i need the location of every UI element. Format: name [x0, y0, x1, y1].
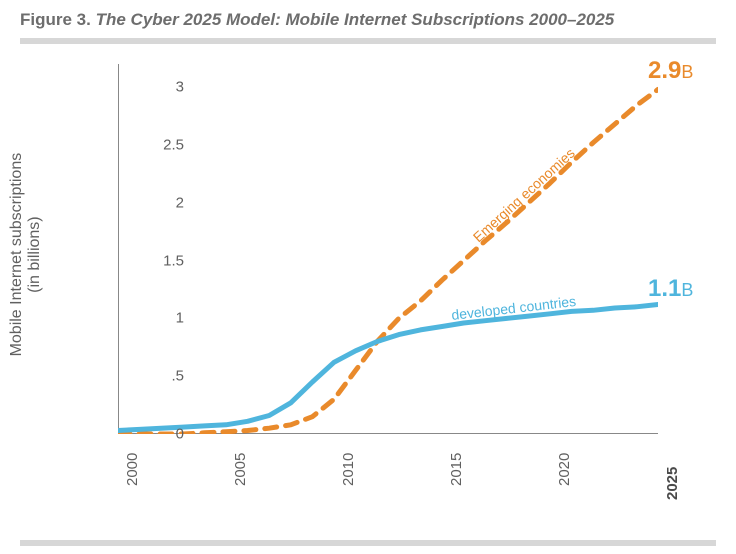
y-axis-label: Mobile Internet subscriptions (in billio…: [14, 90, 38, 420]
divider-top: [20, 38, 716, 44]
x-tick-label: 2025: [664, 467, 681, 500]
x-tick-label: 2015: [448, 453, 465, 486]
divider-bottom: [20, 540, 716, 546]
end-value-developed: 1.1: [648, 275, 681, 302]
y-tick-label: .5: [144, 368, 184, 385]
end-label-developed: 1.1B: [648, 275, 693, 303]
end-unit-emerging: B: [681, 62, 693, 82]
end-unit-developed: B: [681, 280, 693, 300]
y-tick-label: 2.5: [144, 136, 184, 153]
y-axis-label-line2: (in billions): [26, 217, 43, 293]
figure-container: Figure 3. The Cyber 2025 Model: Mobile I…: [0, 0, 736, 554]
x-tick-label: 2010: [340, 453, 357, 486]
chart-plot: [118, 64, 658, 434]
y-tick-label: 1: [144, 310, 184, 327]
figure-title: Figure 3. The Cyber 2025 Model: Mobile I…: [20, 10, 614, 30]
end-value-emerging: 2.9: [648, 57, 681, 84]
figure-caption: The Cyber 2025 Model: Mobile Internet Su…: [96, 10, 615, 29]
y-tick-label: 2: [144, 194, 184, 211]
x-tick-label: 2020: [556, 453, 573, 486]
y-tick-label: 3: [144, 79, 184, 96]
figure-number: Figure 3.: [20, 10, 91, 29]
y-axis-label-line1: Mobile Internet subscriptions: [8, 153, 25, 357]
x-tick-label: 2005: [232, 453, 249, 486]
y-tick-label: 0: [144, 426, 184, 443]
y-tick-label: 1.5: [144, 252, 184, 269]
x-tick-label: 2000: [124, 453, 141, 486]
end-label-emerging: 2.9B: [648, 57, 693, 85]
